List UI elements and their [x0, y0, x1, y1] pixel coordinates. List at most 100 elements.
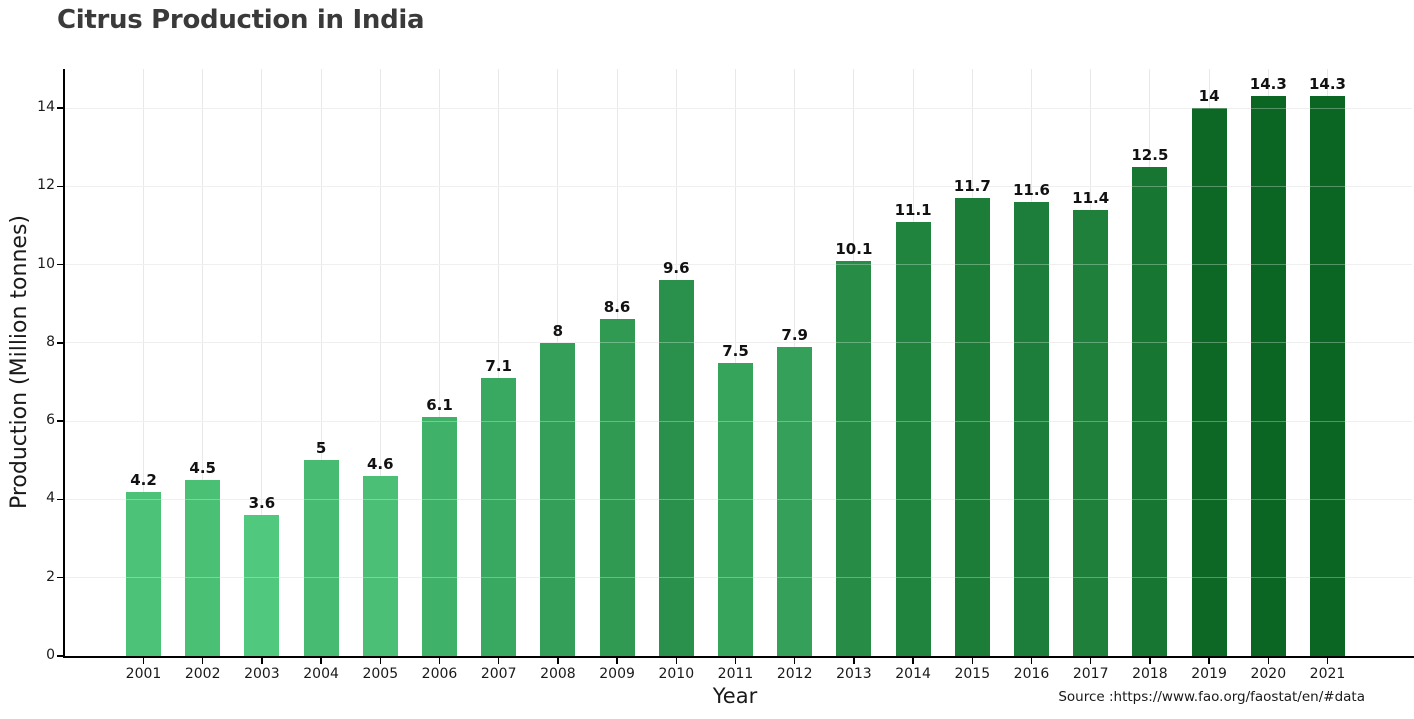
x-tick-label-2020: 2020 [1250, 666, 1287, 682]
bar-2010 [658, 280, 694, 656]
bar-2005 [362, 475, 398, 656]
bar-value-label-2015: 11.7 [953, 177, 991, 196]
gridline-vertical-2003 [261, 69, 263, 656]
x-tick-label-2016: 2016 [1013, 666, 1050, 682]
x-tick-mark-2015 [971, 658, 974, 664]
bar-2014 [895, 221, 931, 656]
x-axis-spine [63, 656, 1414, 658]
x-tick-mark-2018 [1149, 658, 1151, 664]
y-tick-mark-14 [57, 107, 63, 109]
x-tick-mark-2006 [438, 658, 441, 664]
bar-2009 [599, 319, 635, 656]
bar-value-label-2012: 7.9 [781, 325, 808, 344]
x-tick-mark-2013 [853, 658, 855, 664]
source-text: Source :https://www.fao.org/faostat/en/#… [1058, 689, 1365, 705]
bar-value-label-2006: 6.1 [426, 396, 453, 415]
bar-value-label-2004: 5 [315, 439, 327, 458]
gridline-horizontal-overlay-6 [65, 420, 1412, 422]
x-tick-label-2017: 2017 [1072, 666, 1109, 682]
y-tick-mark-8 [57, 342, 63, 344]
x-tick-label-2002: 2002 [184, 666, 221, 682]
plot-area: 0 2 4 6 8 10 12 14 4.2 2001 4.5 2002 3.6 2003 5 2004 4.6… [37, 69, 1414, 682]
bar-2015 [954, 198, 990, 656]
x-tick-mark-2005 [379, 658, 382, 664]
gridline-vertical-2006 [439, 69, 440, 656]
x-tick-mark-2001 [142, 658, 145, 664]
x-tick-label-2004: 2004 [303, 666, 339, 682]
gridline-horizontal-overlay-10 [65, 264, 1412, 266]
y-tick-label-0: 0 [46, 647, 55, 663]
x-tick-label-2001: 2001 [125, 666, 162, 682]
x-tick-label-2005: 2005 [362, 666, 399, 682]
gridline-horizontal-12 [65, 185, 1412, 187]
bar-2012 [777, 346, 813, 656]
bar-value-label-2019: 14 [1198, 87, 1220, 106]
x-tick-label-2015: 2015 [954, 666, 991, 682]
bar-2021 [1310, 96, 1345, 656]
x-tick-mark-2019 [1208, 658, 1210, 664]
x-tick-mark-2002 [201, 658, 204, 664]
bar-value-label-2008: 8 [552, 321, 564, 340]
x-tick-mark-2003 [261, 658, 263, 664]
y-tick-mark-0 [57, 655, 63, 657]
bar-value-label-2003: 3.6 [248, 494, 276, 513]
gridline-vertical-2004 [320, 69, 322, 656]
bar-2019 [1191, 108, 1227, 656]
y-tick-label-10: 10 [37, 255, 55, 272]
y-tick-mark-4 [57, 498, 63, 501]
x-tick-mark-2017 [1089, 658, 1092, 664]
bar-value-label-2013: 10.1 [835, 239, 873, 258]
x-tick-label-2011: 2011 [717, 666, 754, 682]
x-tick-label-2012: 2012 [776, 666, 813, 682]
x-tick-label-2018: 2018 [1132, 666, 1168, 682]
bar-2011 [718, 362, 753, 656]
bar-value-label-2005: 4.6 [367, 454, 394, 473]
gridline-horizontal-10 [65, 264, 1412, 266]
x-tick-label-2019: 2019 [1191, 666, 1227, 682]
bar-2007 [481, 378, 517, 656]
bar-2016 [1014, 202, 1049, 656]
y-tick-mark-2 [57, 576, 63, 579]
x-tick-mark-2009 [616, 658, 618, 664]
y-axis-spine [63, 69, 65, 658]
x-tick-mark-2016 [1030, 658, 1033, 664]
bar-2001 [126, 491, 161, 656]
x-tick-label-2014: 2014 [895, 666, 931, 682]
x-tick-label-2010: 2010 [658, 666, 695, 682]
bar-value-label-2011: 7.5 [722, 341, 749, 360]
bar-2004 [303, 460, 339, 656]
bar-value-label-2020: 14.3 [1249, 75, 1287, 94]
bar-2017 [1073, 209, 1109, 656]
bar-2003 [244, 515, 280, 656]
x-tick-label-2007: 2007 [480, 666, 517, 682]
bar-value-label-2009: 8.6 [603, 298, 631, 317]
bar-value-label-2010: 9.6 [663, 259, 690, 278]
y-tick-label-12: 12 [37, 177, 55, 194]
x-tick-mark-2007 [497, 658, 500, 664]
x-axis-label: Year [712, 684, 758, 708]
gridline-vertical-2005 [379, 69, 381, 656]
x-tick-mark-2020 [1267, 658, 1270, 664]
x-tick-label-2006: 2006 [421, 666, 458, 682]
bar-2008 [540, 342, 576, 656]
bar-value-label-2021: 14.3 [1308, 75, 1346, 94]
y-tick-label-4: 4 [46, 490, 55, 507]
x-tick-mark-2014 [912, 658, 914, 664]
y-tick-mark-12 [57, 185, 63, 188]
bar-value-label-2017: 11.4 [1072, 188, 1110, 207]
gridline-vertical-2007 [498, 69, 500, 656]
x-tick-mark-2021 [1326, 658, 1329, 664]
x-tick-mark-2008 [557, 658, 559, 664]
y-tick-label-8: 8 [46, 333, 55, 350]
gridline-horizontal-14 [65, 107, 1412, 109]
bar-2013 [836, 260, 872, 656]
bar-value-label-2016: 11.6 [1012, 181, 1050, 200]
x-tick-mark-2011 [734, 658, 737, 664]
gridline-horizontal-8 [65, 342, 1412, 344]
x-tick-label-2013: 2013 [836, 666, 872, 682]
gridline-horizontal-overlay-14 [65, 107, 1412, 109]
x-tick-label-2009: 2009 [599, 666, 635, 682]
bar-2002 [185, 479, 221, 656]
gridline-horizontal-overlay-4 [65, 498, 1412, 500]
